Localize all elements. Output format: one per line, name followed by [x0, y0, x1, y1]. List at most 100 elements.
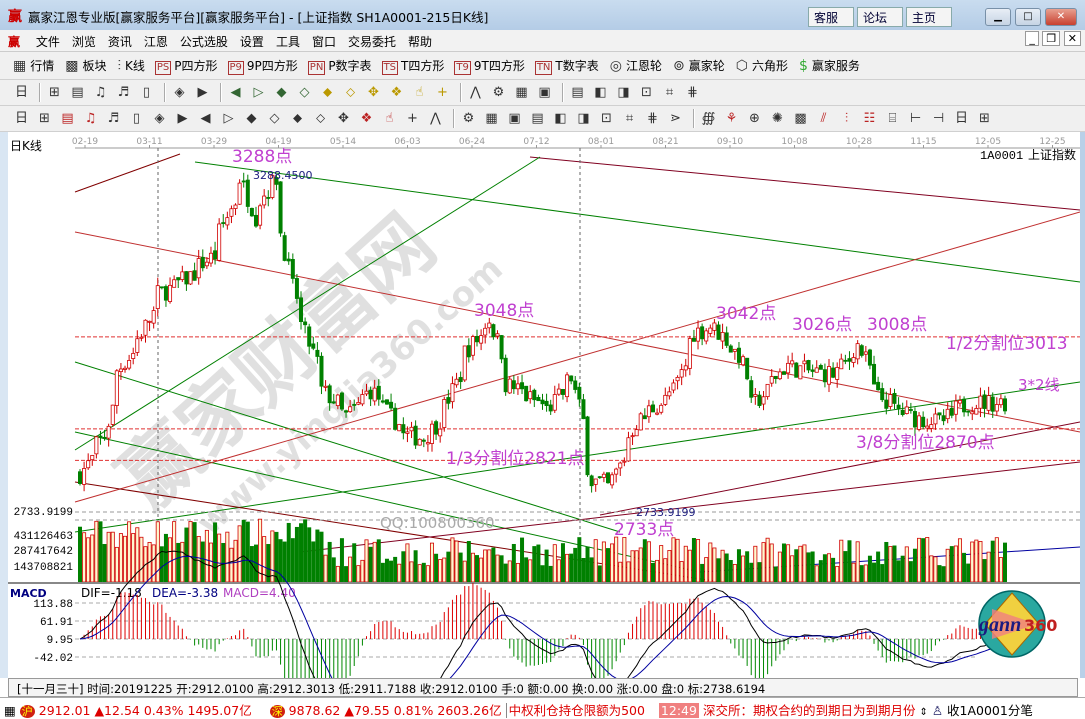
sh-index[interactable]: 2912.01 ▲12.54 0.43% 1495.07亿 [38, 703, 252, 718]
menu-2[interactable]: 资讯 [107, 35, 132, 49]
channel-icon[interactable]: ⋕ [647, 111, 658, 126]
menu-8[interactable]: 交易委托 [347, 35, 396, 49]
line-chart-icon[interactable]: ▦ [515, 85, 528, 100]
toolbar-button-11[interactable]: ⬡ 六角形 [735, 57, 788, 74]
menu-4[interactable]: 公式选股 [179, 35, 228, 49]
toolbar-button-9[interactable]: ◎ 江恩轮 [609, 57, 662, 74]
homepage-button[interactable]: 主页 [906, 7, 952, 27]
chart-9-icon[interactable]: ♬ [117, 85, 130, 100]
shrink-h-icon[interactable]: ❖ [390, 85, 403, 100]
number-grid-icon[interactable]: + [407, 111, 418, 126]
next-icon[interactable]: ◇ [299, 85, 310, 100]
parallel-lines-icon[interactable]: ◀ [200, 111, 211, 126]
first-icon[interactable]: ◀ [230, 85, 241, 100]
n2-lines-icon[interactable]: ▷ [223, 111, 234, 126]
grid-lines-icon[interactable]: ⊞ [39, 111, 50, 126]
toolbar-button-6[interactable]: TS T四方形 [381, 57, 444, 75]
gold-lines2-icon[interactable]: ♫ [84, 111, 97, 126]
toolbar-button-1[interactable]: ▩ 板块 [64, 57, 106, 74]
coin-icon[interactable]: ▩ [794, 111, 807, 126]
menu-6[interactable]: 工具 [275, 35, 300, 49]
fib-lines-icon[interactable]: ♬ [107, 111, 120, 126]
toolbar-button-12[interactable]: $ 赢家服务 [798, 57, 860, 74]
pen-ruler-icon[interactable]: ◈ [154, 111, 165, 126]
arrow-right-diamond-icon[interactable]: ⬦ [345, 85, 356, 100]
close-button[interactable]: ✕ [1045, 8, 1077, 26]
expand-all-icon[interactable]: ☝ [415, 85, 424, 100]
arrow-left-diamond-icon[interactable]: ⬥ [322, 85, 333, 100]
toolbar-button-2[interactable]: ⫶ K线 [117, 57, 145, 74]
god-lines-icon[interactable]: ❖ [360, 111, 373, 126]
circle-ruler-icon[interactable]: ▶ [177, 111, 188, 126]
mdi-restore-button[interactable]: ❐ [1042, 31, 1061, 46]
gear-chart-icon[interactable]: ▣ [538, 85, 551, 100]
hui-lines-icon[interactable]: ☝ [385, 111, 394, 126]
calendar-period-icon[interactable]: 日 [14, 85, 28, 100]
toolbar-button-3[interactable]: PS P四方形 [154, 57, 218, 75]
gold-bar2-icon[interactable]: ☷ [863, 111, 876, 126]
fan-icon[interactable]: ▦ [485, 111, 498, 126]
zoom-icon[interactable]: ⊞ [49, 85, 60, 100]
cross-fan-icon[interactable]: ◧ [554, 111, 567, 126]
menu-7[interactable]: 窗口 [311, 35, 336, 49]
menu-9[interactable]: 帮助 [407, 35, 432, 49]
save-icon[interactable]: ◨ [617, 85, 630, 100]
box-icon[interactable]: ⚙ [462, 111, 475, 126]
mdi-close-button[interactable]: ✕ [1063, 31, 1081, 46]
hand-icon[interactable]: ⋀ [470, 85, 481, 100]
window-icon[interactable]: ⌗ [665, 85, 674, 100]
menu-0[interactable]: 文件 [35, 35, 60, 49]
flag-red-icon[interactable]: ⚘ [725, 111, 738, 126]
menu-3[interactable]: 江恩 [143, 35, 168, 49]
line-dn-icon[interactable]: ⊡ [601, 111, 612, 126]
toolbar-button-5[interactable]: PN P数字表 [307, 57, 372, 75]
grid-icon[interactable]: ◧ [594, 85, 607, 100]
table-icon[interactable]: ∰ [701, 111, 716, 126]
forum-button[interactable]: 论坛 [857, 7, 903, 27]
notes-icon[interactable]: ▤ [71, 85, 84, 100]
toolbar-button-10[interactable]: ⊚ 赢家轮 [672, 57, 725, 74]
spiral-icon[interactable]: ▯ [132, 111, 141, 126]
news-ticker-2[interactable]: 深交所：期权合约的到期日为到期月份 [702, 703, 916, 718]
width-icon[interactable]: ⋀ [430, 111, 441, 126]
square-fan-icon[interactable]: ▣ [508, 111, 521, 126]
zero-icon[interactable]: ✺ [772, 111, 783, 126]
chart-3-icon[interactable]: ♫ [94, 85, 107, 100]
last-icon[interactable]: ▷ [253, 85, 264, 100]
target-icon[interactable]: ◇ [269, 111, 280, 126]
gold-lines-icon[interactable]: ▤ [61, 111, 74, 126]
line-up-icon[interactable]: ◨ [577, 111, 590, 126]
pen-red-icon[interactable]: ⫽ [820, 111, 827, 126]
square-grid-icon[interactable]: ⬦ [315, 111, 326, 126]
mdi-minimize-button[interactable]: _ [1025, 31, 1039, 46]
curve-icon[interactable]: ⌗ [625, 111, 634, 126]
maximize-button[interactable]: □ [1015, 8, 1041, 26]
scroll-arrows-icon[interactable]: ⇕ [919, 707, 928, 718]
percent-icon[interactable]: ⊕ [749, 111, 760, 126]
quote-table-icon[interactable]: ▦ [4, 703, 16, 718]
hang-icon[interactable]: ⊣ [932, 111, 945, 126]
crosshair-icon[interactable]: ⚙ [492, 85, 505, 100]
sz-index[interactable]: 9878.62 ▲79.55 0.81% 2603.26亿 [288, 703, 502, 718]
flag-icon[interactable]: ▶ [197, 85, 208, 100]
export-icon[interactable]: ⋕ [687, 85, 698, 100]
customer-service-button[interactable]: 客服 [808, 7, 854, 27]
menu-5[interactable]: 设置 [239, 35, 264, 49]
arc-icon[interactable]: ⋗ [670, 111, 681, 126]
toolbar-button-0[interactable]: ▦ 行情 [12, 57, 54, 74]
expand-h-icon[interactable]: ✥ [368, 85, 379, 100]
draw-icon[interactable]: ◈ [174, 85, 185, 100]
star-icon[interactable]: ⬥ [292, 111, 303, 126]
gold-bar-icon[interactable]: ⫶ [844, 111, 849, 126]
toolbar-button-4[interactable]: P9 9P四方形 [227, 57, 298, 75]
candle-icon[interactable]: ▯ [142, 85, 151, 100]
menu-1[interactable]: 浏览 [71, 35, 96, 49]
label-icon[interactable]: ⊞ [979, 111, 990, 126]
tick-detail-label[interactable]: 收1A0001分笔 [947, 703, 1033, 718]
minimize-button[interactable]: ▁ [985, 8, 1011, 26]
triangle-icon[interactable]: ◆ [246, 111, 257, 126]
toolbar-button-7[interactable]: T9 9T四方形 [454, 57, 525, 75]
fan2-icon[interactable]: ▤ [531, 111, 544, 126]
expand-v-icon[interactable]: + [437, 85, 448, 100]
toolbar-button-8[interactable]: TN T数字表 [534, 57, 599, 75]
